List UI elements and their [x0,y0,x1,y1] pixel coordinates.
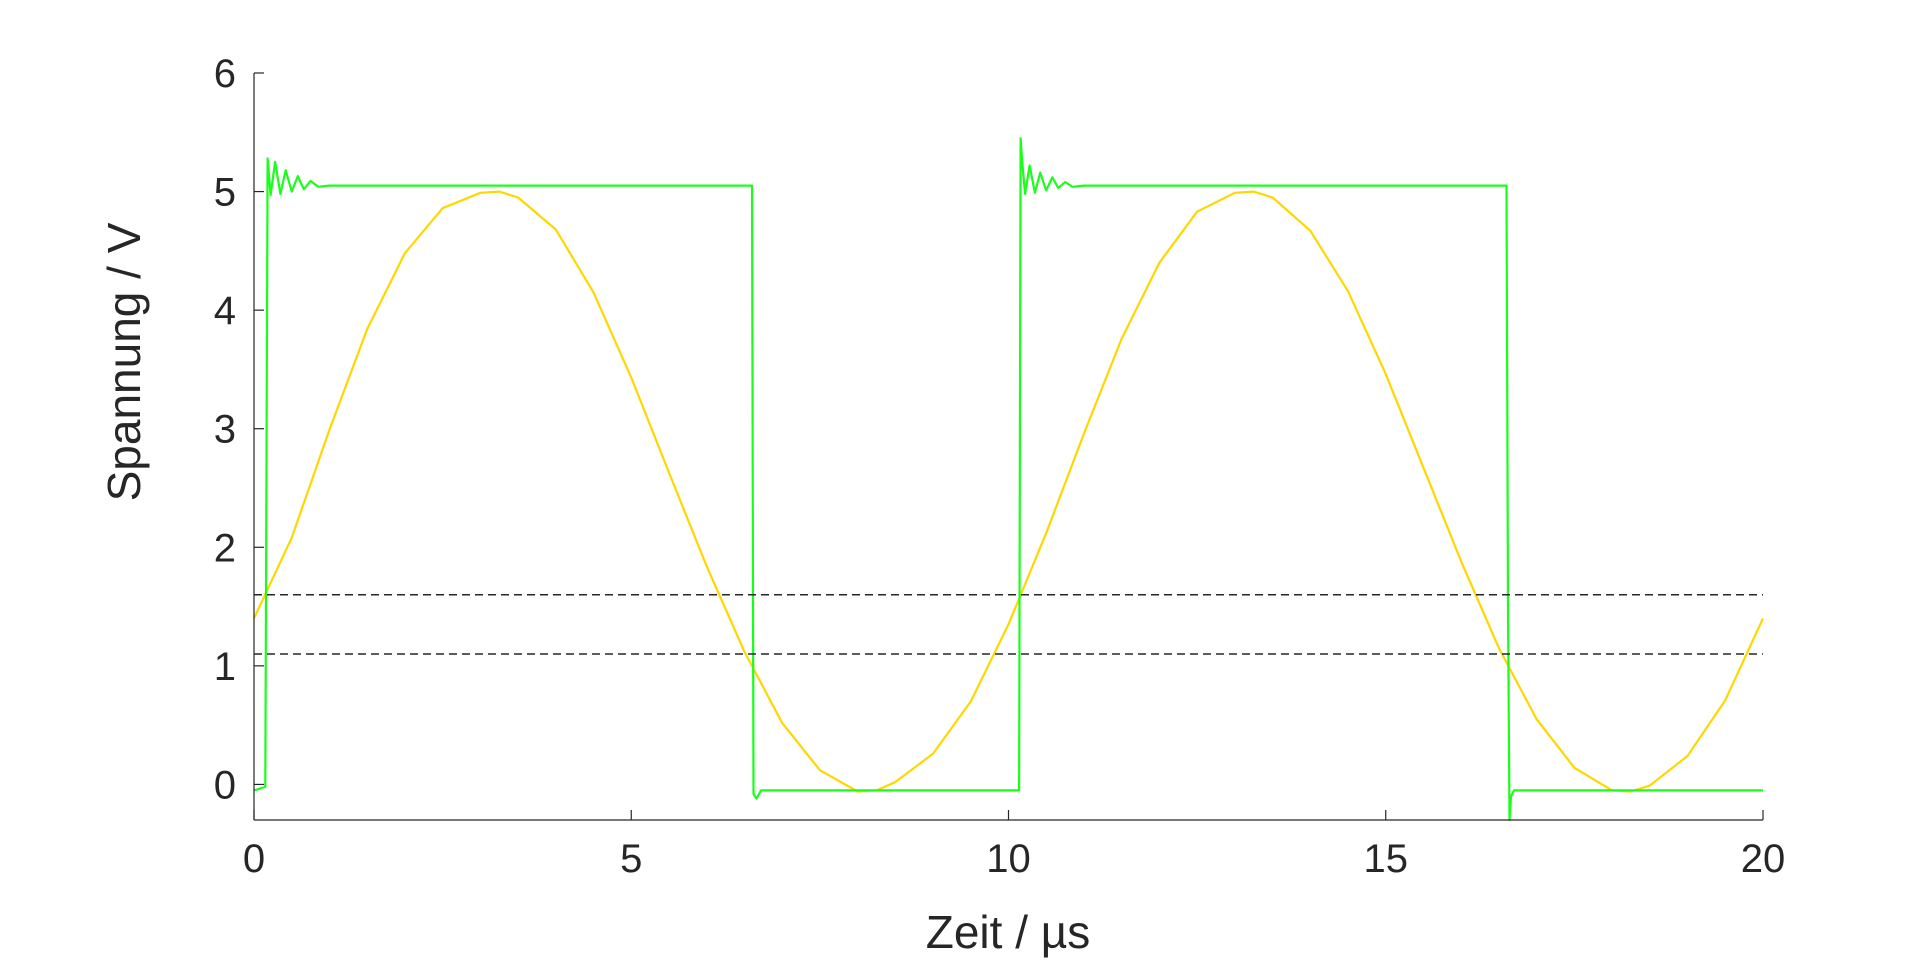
x-tick-label: 0 [243,837,265,881]
x-axis-label: Zeit / µs [926,906,1091,958]
y-axis-label: Spannung / V [98,222,150,501]
y-tick-label: 2 [214,526,236,570]
series-line-0 [253,190,1764,793]
y-ticks: 0 1 2 3 4 5 6 [214,52,264,807]
y-tick-label: 6 [214,52,236,96]
y-tick-label: 4 [214,289,236,333]
y-tick-label: 5 [214,171,236,215]
y-tick-label: 1 [214,645,236,689]
x-tick-label: 10 [986,837,1031,881]
y-tick-label: 3 [214,408,236,452]
plot-area [253,137,1764,822]
x-tick-label: 5 [620,837,642,881]
x-ticks: 0 5 10 15 20 [243,810,1785,881]
x-tick-label: 20 [1741,837,1786,881]
series-line-1 [253,137,1763,822]
x-tick-label: 15 [1364,837,1409,881]
y-tick-label: 0 [214,763,236,807]
